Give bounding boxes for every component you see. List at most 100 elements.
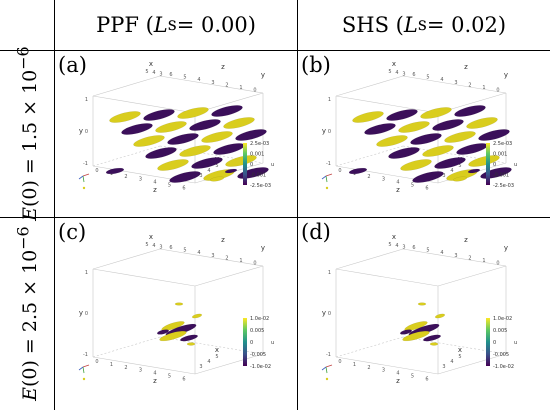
triad-axis [325,175,328,183]
triad-axis [325,173,333,177]
box-edge [92,356,196,375]
z-tick-bottom: 6 [425,376,428,382]
isosurface-blob [155,121,187,133]
y-tick-left: -1 [326,161,331,167]
x-tick-top: 4 [395,70,398,76]
z-tick-top: 4 [197,250,200,256]
z-tick-bottom: 5 [168,183,171,189]
isosurface-blob [404,321,428,331]
z-tick-top: 6 [412,72,415,78]
rule-row-mid [0,217,550,218]
z-tick-bottom: 6 [182,376,185,382]
x-tick-top: 5 [145,242,148,248]
x-axis-label-top: x [149,60,153,68]
isosurface-plot: 543x6543210zy10-1y0123456z345x2.5e-030.0… [78,60,274,194]
z-tick-bottom: 2 [124,365,127,371]
colorbar [243,143,247,185]
triad-axis [82,173,90,177]
z-tick-top: 6 [169,245,172,251]
isosurface-blob [402,330,430,342]
y-axis-label-left: y [79,127,83,135]
x-tick-top: 3 [159,244,162,250]
x-tick-right: 3 [199,173,202,179]
x-tick-top: 5 [145,69,148,75]
box-edge [437,353,507,375]
box-edge [335,356,439,375]
isosurface-blob [177,107,209,119]
x-tick-top: 3 [402,71,405,77]
box-edge [92,336,161,358]
isosurface-blob [454,105,486,117]
isosurface-blob [133,135,165,147]
box-edge [92,75,161,97]
colorbar-tick-label: -2.5e-03 [250,183,271,189]
x-tick-right: 4 [207,168,210,174]
y-axis-label-right: y [261,244,265,252]
box-edge [437,265,507,287]
isosurface-blob [224,168,238,174]
x-tick-right: 4 [207,359,210,365]
z-tick-bottom: 4 [153,180,156,186]
isosurface-blob [399,329,413,335]
z-tick-top: 2 [225,255,228,261]
z-tick-top: 1 [482,258,485,264]
isosurface-blob [429,342,439,346]
z-tick-top: 2 [225,82,228,88]
x-tick-right: 3 [442,364,445,370]
z-tick-bottom: 0 [338,168,341,174]
triad-marker [325,377,329,381]
box-edge [335,95,439,114]
triad-axis [78,175,84,180]
z-tick-top: 3 [211,80,214,86]
z-tick-top: 3 [454,80,457,86]
x-tick-right: 5 [458,354,461,360]
box-edge [159,145,264,164]
z-tick-top: 0 [253,88,256,94]
isosurface-blob [225,155,257,167]
isosurface-plot: 543x6543210zy10-1y0123456z345x2.5e-030.0… [321,60,517,194]
z-tick-bottom: 1 [353,362,356,368]
z-tick-bottom: 6 [425,185,428,191]
z-axis-label-top: z [464,63,468,71]
x-tick-right: 3 [199,364,202,370]
z-tick-top: 6 [169,72,172,78]
z-tick-top: 5 [183,248,186,254]
y-axis-label-left: y [322,127,326,135]
isosurface-blob [398,121,430,133]
rule-col-mid [297,0,298,410]
colorbar-tick-label: 0 [493,340,496,346]
z-tick-bottom: 3 [139,177,142,183]
triad-axis [82,175,85,183]
row-header-1: E(0) = 1.5 × 10−6 [13,46,41,222]
isosurface-blob [213,143,245,155]
isosurface-blob [189,119,221,131]
box-edge [335,336,404,358]
z-axis-label-top: z [221,63,225,71]
isosurface-blob [434,157,466,169]
x-tick-top: 3 [159,71,162,77]
x-tick-right: 3 [442,173,445,179]
x-tick-top: 4 [395,243,398,249]
isosurface-blob [386,109,418,121]
colorbar-tick-label: 2.5e-03 [493,141,512,147]
colorbar-tick-label: 0 [493,162,496,168]
y-tick-left: 0 [85,129,88,135]
z-tick-top: 5 [426,248,429,254]
z-tick-top: 4 [197,77,200,83]
colorbar-tick-label: 0.005 [250,328,264,334]
panel-label: (a) [58,53,87,77]
x-axis-label-top: x [392,60,396,68]
box-edge [92,248,161,270]
triad-marker [82,186,86,190]
isosurface-blob [201,131,233,143]
colorbar-tick-label: 1.0e-02 [493,316,512,322]
y-axis-label-left: y [79,309,83,317]
panel-c: 5 4 3 x 6 5 4 3 2 1 0 z y 1 0 -1 y 0 1 2 3 4 5 6 z 3 4 5 x 1.0e-02 0.0… [55,218,297,410]
colorbar-variable-label: u [514,162,517,168]
z-tick-bottom: 1 [353,171,356,177]
z-tick-bottom: 2 [367,174,370,180]
isosurface-blob [420,107,452,119]
z-tick-top: 3 [211,253,214,259]
